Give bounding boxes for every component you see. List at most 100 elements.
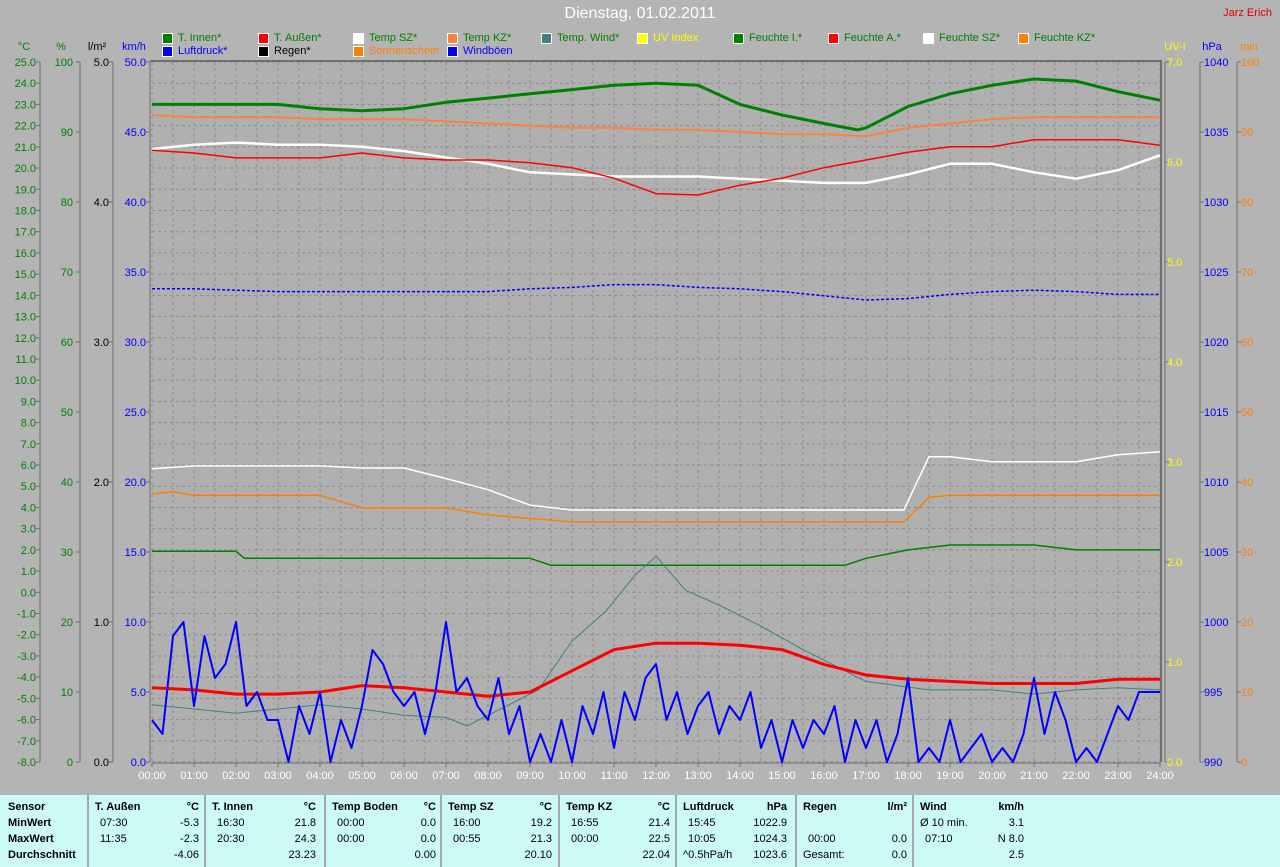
legend-label: Feuchte KZ* (1034, 32, 1096, 44)
axis-tick-label: 2.0 (1167, 557, 1182, 569)
series-line-feuchte-sz (151, 451, 1161, 511)
column-unit: °C (303, 801, 316, 813)
x-tick-label: 13:00 (684, 770, 712, 782)
column-header: T. Innen (212, 801, 253, 813)
cell-value: 0.00 (414, 849, 436, 861)
axis-tick-label: 70 (61, 267, 73, 279)
axis-unit-label: l/m² (88, 41, 107, 53)
legend-label: Feuchte SZ* (939, 32, 1001, 44)
axis-tick-label: 1010 (1204, 477, 1228, 489)
axis-tick-label: 16.0 (15, 248, 36, 260)
legend-label: Feuchte I.* (749, 32, 803, 44)
axis-tick-label: 40.0 (125, 197, 146, 209)
axis-tick-label: 0.0 (1167, 757, 1182, 769)
statistics-table: Sensor MinWert MaxWert Durchschnitt T. Außen… (0, 795, 1280, 867)
cell-value: 20.10 (524, 849, 552, 861)
cell-label: 00:00 (571, 833, 599, 845)
axis-tick-label: 60 (1241, 337, 1253, 349)
axis-tick-label: 2.0 (21, 545, 36, 557)
cell-value: -4.06 (173, 849, 199, 861)
cell-value: 22.5 (648, 833, 670, 845)
axis-tick-label: 20.0 (125, 477, 146, 489)
axis-tick-label: 15.0 (125, 547, 146, 559)
legend-swatch (353, 45, 364, 57)
axis-tick-label: 35.0 (125, 267, 146, 279)
column-unit: °C (423, 801, 436, 813)
cell-label: 10:05 (688, 833, 716, 845)
cell-value: 22.04 (642, 849, 670, 861)
legend-swatch (162, 45, 173, 57)
legend-swatch (258, 32, 269, 44)
axis-tick-label: 4.0 (21, 502, 36, 514)
axis-tick-label: 4.0 (1167, 357, 1182, 369)
legend-item: Feuchte I.* (733, 32, 802, 44)
axis-tick-label: 13.0 (15, 312, 36, 324)
axis-tick-label: 45.0 (125, 127, 146, 139)
legend-label: Temp. Wind* (557, 32, 620, 44)
axis-unit-label: UV-I (1164, 41, 1185, 53)
axis-tick-label: 5.0 (1167, 257, 1182, 269)
series-line-luftdruck (152, 283, 1160, 301)
user-name: Jarz Erich (1223, 7, 1272, 19)
cell-label: 16:30 (217, 817, 245, 829)
axis-tick-label: 0 (1241, 757, 1247, 769)
axis-tick-label: 0 (67, 757, 73, 769)
axis-tick-label: 6.0 (1167, 157, 1182, 169)
column-header: Wind (920, 801, 947, 813)
column-unit: hPa (766, 801, 787, 813)
column-unit: l/m² (887, 801, 907, 813)
axis-tick-label: -1.0 (17, 609, 36, 621)
axis-tick-label: 10 (61, 687, 73, 699)
axis-tick-label: 10.0 (15, 375, 36, 387)
legend-swatch (353, 32, 364, 44)
axis-tick-label: 11.0 (15, 354, 36, 366)
row-label: MinWert (8, 817, 52, 829)
x-tick-label: 11:00 (601, 770, 628, 782)
column-divider (912, 795, 914, 867)
axis-tick-label: 1025 (1204, 267, 1228, 279)
cell-value: -5.3 (180, 817, 199, 829)
cell-value: 23.23 (288, 849, 316, 861)
cell-label: 07:30 (100, 817, 128, 829)
cell-label: 00:00 (808, 833, 836, 845)
legend-item: T. Innen* (162, 32, 221, 44)
legend-swatch (923, 32, 934, 44)
x-tick-label: 23:00 (1104, 770, 1132, 782)
legend-item: Temp. Wind* (541, 32, 619, 44)
series-line-windböen (151, 621, 1160, 763)
axis-tick-label: 0.0 (94, 757, 109, 769)
axis-tick-label: 4.0 (94, 197, 109, 209)
legend-item: Temp SZ* (353, 32, 417, 44)
axis-tick-label: 17.0 (15, 227, 36, 239)
cell-value: 1023.6 (753, 849, 787, 861)
axis-tick-label: 30.0 (125, 337, 146, 349)
cell-value: 0.0 (420, 817, 436, 829)
column-unit: °C (539, 801, 552, 813)
x-tick-label: 19:00 (936, 770, 964, 782)
axis-unit-label: % (56, 41, 66, 53)
axis-tick-label: 1040 (1204, 57, 1228, 69)
axis-tick-label: 40 (1241, 477, 1253, 489)
cell-value: 21.4 (648, 817, 670, 829)
series-line-t-außen (151, 641, 1160, 698)
axis-tick-label: 5.0 (131, 687, 146, 699)
column-header: Temp Boden (332, 801, 398, 813)
axis-tick-label: 90 (61, 127, 73, 139)
legend-swatch (447, 32, 458, 44)
column-divider (324, 795, 326, 867)
axis-tick-label: 3.0 (1167, 457, 1182, 469)
cell-value: 21.3 (530, 833, 552, 845)
legend-label: Luftdruck* (178, 45, 228, 57)
x-tick-label: 06:00 (390, 770, 418, 782)
axis-tick-label: 19.0 (15, 184, 36, 196)
column-divider (204, 795, 206, 867)
cell-label: 00:55 (453, 833, 481, 845)
legend-swatch (637, 32, 648, 44)
cell-value: 3.1 (1008, 817, 1024, 829)
cell-value: 1022.9 (753, 817, 787, 829)
cell-label: 15:45 (688, 817, 716, 829)
x-tick-label: 21:00 (1020, 770, 1048, 782)
x-tick-label: 03:00 (264, 770, 292, 782)
column-header: Temp SZ (448, 801, 494, 813)
legend-item: Windböen (447, 45, 513, 57)
